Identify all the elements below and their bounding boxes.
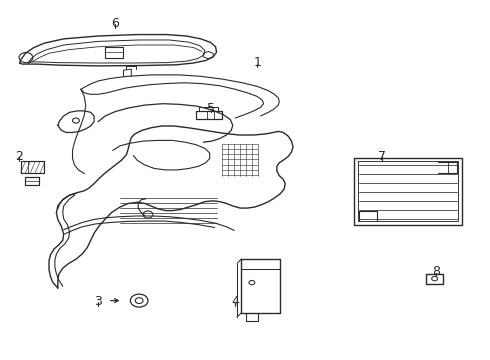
Text: 6: 6	[111, 17, 119, 30]
Text: 5: 5	[207, 102, 215, 114]
Text: 4: 4	[231, 295, 239, 308]
Text: 2: 2	[15, 150, 23, 163]
Text: 7: 7	[378, 150, 386, 163]
Text: 1: 1	[253, 57, 261, 69]
Text: 8: 8	[432, 265, 440, 278]
Text: 3: 3	[94, 295, 102, 308]
